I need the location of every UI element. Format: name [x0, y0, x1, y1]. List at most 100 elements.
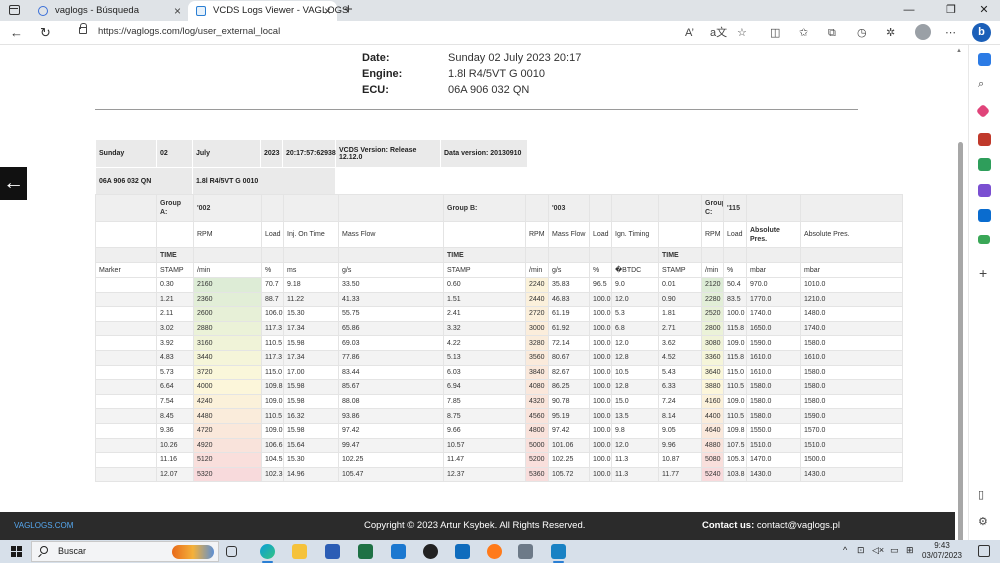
battery-icon[interactable]: ▭ [890, 545, 899, 555]
drop-icon[interactable] [978, 235, 990, 244]
notification-icon[interactable] [978, 545, 990, 557]
close-tab-icon[interactable]: × [323, 4, 331, 18]
window-menu-icon[interactable] [9, 5, 20, 15]
value-cell: 3720 [193, 364, 262, 381]
vcds-app-icon[interactable] [551, 544, 566, 563]
tools-icon[interactable] [978, 133, 991, 146]
close-window-icon[interactable]: ✕ [979, 4, 989, 16]
add-sidebar-icon[interactable]: + [979, 265, 988, 281]
tab-strip: vaglogs - Búsqueda × VCDS Logs Viewer - … [0, 0, 1000, 21]
scroll-thumb[interactable] [958, 142, 963, 552]
favorites-icon[interactable]: ✩ [799, 27, 809, 39]
group-header-row: Group A: '002 Group B: '003 Group C: '11… [95, 194, 903, 222]
value-cell: 5240 [701, 466, 724, 483]
unit-rpm-c: /min [701, 262, 724, 278]
word-app-icon[interactable] [325, 544, 340, 559]
split-screen-icon[interactable]: ◫ [770, 27, 781, 39]
meta-time: 20:17:57:62938 [282, 139, 336, 168]
value-cell: 102.25 [338, 452, 444, 468]
file-explorer-icon[interactable] [292, 544, 307, 559]
value-cell: 9.36 [156, 422, 194, 439]
back-icon[interactable]: ← [10, 25, 23, 40]
read-aloud-icon[interactable]: A’ [685, 27, 694, 39]
sidebar-settings-icon[interactable]: ⚙ [978, 516, 988, 528]
table-row: 4.83 3440 117.3 17.34 77.86 5.13 3560 80.67 100.… [95, 349, 903, 366]
volume-icon[interactable]: ◁× [872, 545, 885, 555]
hide-sidebar-icon[interactable]: ▯ [978, 489, 985, 501]
value-cell: 12.0 [611, 437, 659, 454]
lock-icon[interactable] [79, 23, 87, 34]
notifications-icon[interactable] [978, 53, 991, 66]
value-cell: 115.0 [261, 364, 284, 381]
windows-start-icon[interactable] [11, 546, 22, 557]
back-arrow-button[interactable]: ← [0, 167, 27, 200]
games-icon[interactable] [978, 158, 991, 171]
url-text[interactable]: https://vaglogs.com/log/user_external_lo… [98, 26, 281, 37]
search-icon[interactable]: ⌕ [978, 78, 985, 90]
scroll-up-icon[interactable]: ▲ [956, 48, 962, 54]
value-cell: 1580.0 [800, 379, 903, 395]
translate-icon[interactable]: a文 [710, 27, 728, 39]
value-cell: 107.5 [723, 437, 747, 454]
tray-chevron-icon[interactable]: ^ [843, 545, 848, 555]
restore-icon[interactable]: ❐ [946, 4, 956, 16]
value-cell: 85.67 [338, 379, 444, 395]
close-tab-icon[interactable]: × [173, 4, 181, 18]
value-cell: 2360 [193, 291, 262, 308]
taskbar-clock[interactable]: 9:43 03/07/2023 [920, 541, 964, 561]
meta-blank [335, 167, 528, 196]
marker-cell [95, 379, 157, 395]
value-cell: 3.92 [156, 335, 194, 351]
minimize-icon[interactable]: — [903, 4, 915, 16]
value-cell: 3.02 [156, 320, 194, 337]
scrollbar[interactable]: ▲ [955, 45, 965, 552]
value-cell: 7.54 [156, 393, 194, 410]
value-cell: 70.7 [261, 277, 284, 293]
value-cell: 1430.0 [746, 466, 801, 483]
value-cell: 100.0 [589, 393, 612, 410]
log-meta-table: Sunday 02 July 2023 20:17:57:62938 VCDS … [95, 139, 528, 196]
history-icon[interactable]: ◷ [857, 27, 867, 39]
value-cell: 33.50 [338, 277, 444, 293]
edge-app-icon[interactable] [260, 544, 275, 563]
value-cell: 2120 [701, 277, 724, 293]
tab-search[interactable]: vaglogs - Búsqueda × [30, 1, 187, 21]
value-cell: 9.05 [658, 422, 702, 439]
url-field[interactable]: https://vaglogs.com/log/user_external_lo… [66, 23, 766, 43]
cube-app-icon[interactable] [518, 544, 533, 559]
excel-app-icon[interactable] [358, 544, 373, 559]
extensions-icon[interactable]: ✲ [886, 27, 896, 39]
task-view-icon[interactable] [226, 546, 237, 557]
windows-taskbar: Buscar ^ ⊡ ◁× ▭ ⊞ 9:43 03/07/2023 [0, 540, 1000, 563]
taskbar-search[interactable]: Buscar [31, 541, 219, 562]
unit-load-c: % [723, 262, 747, 278]
language-icon[interactable]: ⊞ [906, 545, 914, 555]
network-tray-icon[interactable]: ⊡ [857, 545, 865, 555]
value-cell: 3840 [525, 364, 549, 381]
value-cell: 50.4 [723, 277, 747, 293]
value-cell: 5120 [193, 452, 262, 468]
footer-brand-link[interactable]: VAGLOGS.COM [14, 521, 74, 530]
new-tab-icon[interactable]: + [344, 1, 353, 18]
more-menu-icon[interactable]: ⋯ [945, 27, 956, 39]
value-cell: 1500.0 [800, 452, 903, 468]
network-app-icon[interactable] [391, 544, 406, 559]
value-cell: 12.37 [443, 466, 526, 483]
profile-avatar[interactable] [915, 24, 931, 40]
bing-copilot-icon[interactable]: b [972, 23, 991, 42]
value-cell: 970.0 [746, 277, 801, 293]
value-cell: 100.0 [589, 422, 612, 439]
contact-email-link[interactable]: contact@vaglogs.pl [754, 520, 840, 531]
tab-vcds-logs[interactable]: VCDS Logs Viewer - VAGLOGS × [188, 1, 348, 21]
collections-icon[interactable]: ⧉ [828, 27, 836, 39]
firefox-app-icon[interactable] [487, 544, 502, 559]
refresh-icon[interactable]: ↻ [40, 25, 51, 40]
unit-rpm-b: /min [525, 262, 549, 278]
outlook-app-icon[interactable] [455, 544, 470, 559]
shopping-icon[interactable] [975, 103, 991, 119]
outlook-icon[interactable] [978, 209, 991, 222]
value-cell: 0.30 [156, 277, 194, 293]
office-icon[interactable] [978, 184, 991, 197]
favorite-star-icon[interactable]: ☆ [737, 27, 747, 39]
media-app-icon[interactable] [423, 544, 438, 559]
